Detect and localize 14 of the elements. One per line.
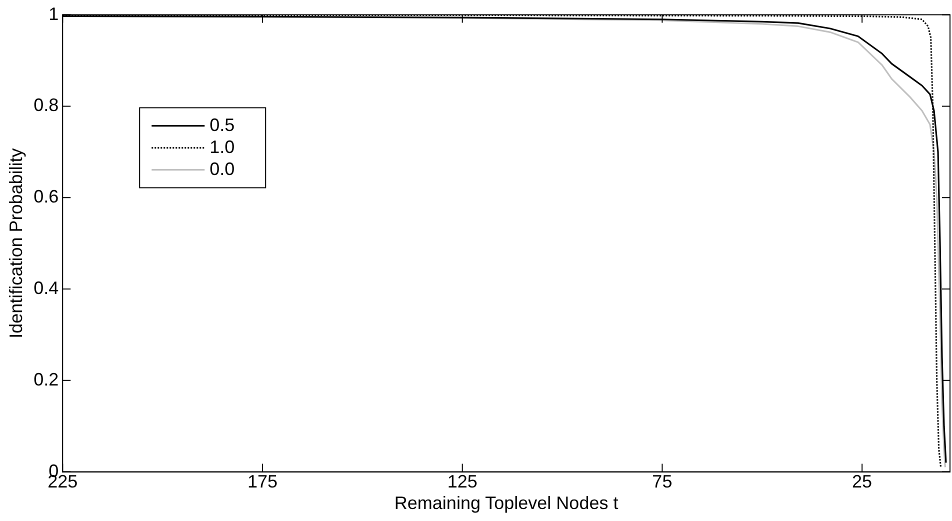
x-tick-label: 75 [652, 472, 672, 492]
x-axis-title: Remaining Toplevel Nodes t [394, 493, 618, 514]
y-axis-title: Identification Probability [6, 148, 26, 338]
y-tick-label: 0.6 [34, 186, 59, 207]
y-tick-label: 0.4 [34, 278, 59, 298]
y-tick-label: 1 [48, 4, 59, 24]
y-tick-label: 0.8 [34, 95, 59, 116]
x-tick-label: 25 [852, 472, 872, 492]
x-tick-label: 125 [447, 472, 478, 492]
legend-label: 0.5 [210, 114, 235, 135]
y-tick-label: 0.2 [34, 369, 59, 390]
legend-label: 0.0 [210, 158, 235, 179]
legend-label: 1.0 [210, 136, 235, 157]
x-tick-label: 175 [247, 472, 278, 492]
